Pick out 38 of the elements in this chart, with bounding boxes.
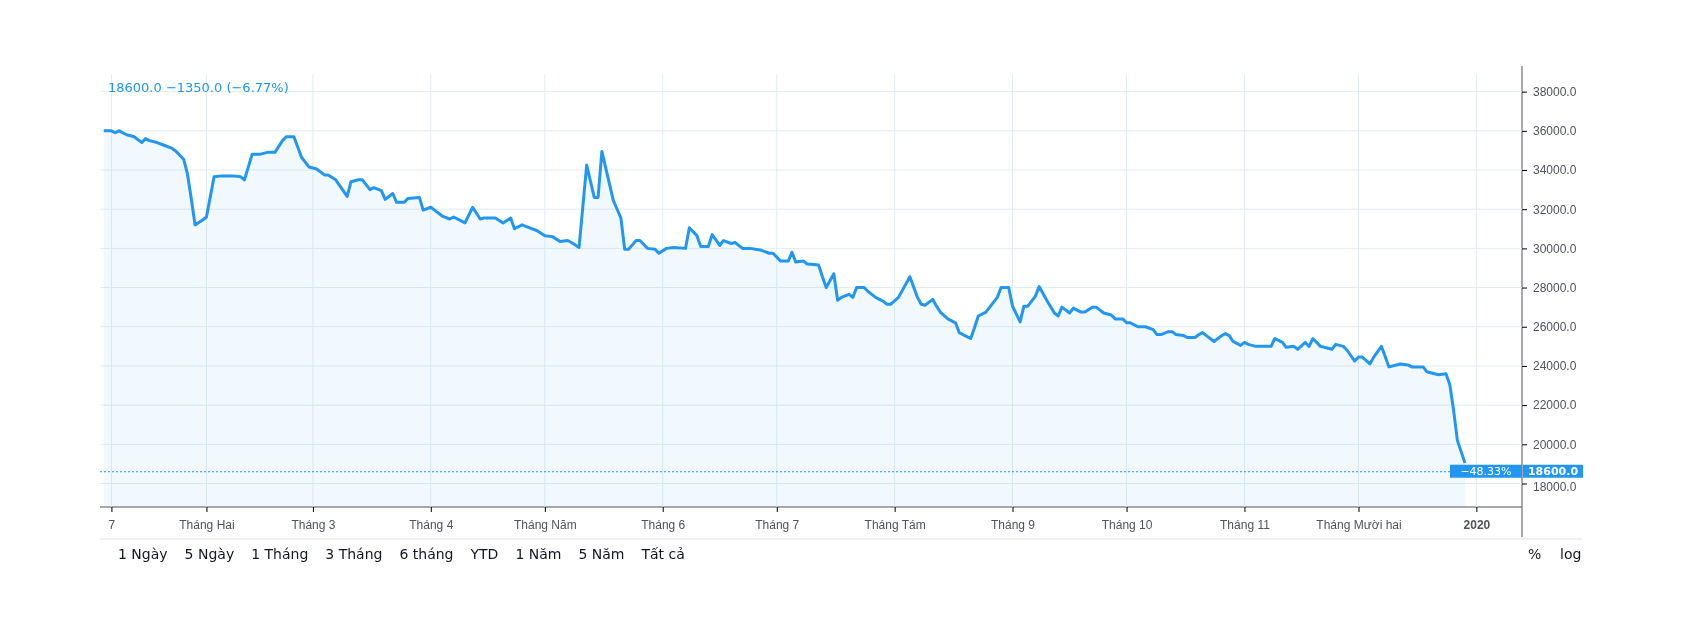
y-tick-label: 30000.0 bbox=[1533, 241, 1577, 256]
x-tick-label: Tháng 4 bbox=[409, 517, 454, 532]
text: YTD bbox=[469, 546, 499, 562]
y-tick-label: 26000.0 bbox=[1533, 320, 1577, 335]
x-tick-label: Tháng 11 bbox=[1220, 517, 1271, 532]
x-tick-label: 7 bbox=[108, 517, 116, 532]
x-tick-label: Tháng Hai bbox=[179, 517, 235, 532]
annotation: 18600.0 −1350.0 (−6.77%) bbox=[108, 80, 289, 95]
x-tick-label: Tháng Mười hai bbox=[1316, 517, 1402, 532]
y-tick-label: 24000.0 bbox=[1533, 359, 1577, 374]
y-tick-label: 32000.0 bbox=[1533, 202, 1577, 217]
y-tick-label: 18000.0 bbox=[1533, 479, 1577, 494]
y-tick-label: 20000.0 bbox=[1533, 437, 1577, 452]
text: % bbox=[1528, 546, 1542, 562]
x-tick-label: 2020 bbox=[1463, 517, 1491, 532]
text: 5 Năm bbox=[578, 546, 625, 562]
text: 1 Năm bbox=[515, 546, 562, 562]
y-tick-label: 22000.0 bbox=[1533, 398, 1577, 413]
text: log bbox=[1560, 546, 1582, 562]
y-tick-label: 34000.0 bbox=[1533, 163, 1577, 178]
y-tick-label: 38000.0 bbox=[1533, 84, 1577, 99]
text: 5 Ngày bbox=[184, 546, 235, 562]
x-tick-label: Tháng 7 bbox=[755, 517, 800, 532]
x-tick-label: Tháng 10 bbox=[1101, 517, 1153, 532]
text: 1 Tháng bbox=[251, 546, 309, 562]
text: 3 Tháng bbox=[325, 546, 383, 562]
x-tick-label: Tháng Tám bbox=[864, 517, 926, 532]
text: Tất cả bbox=[640, 546, 685, 562]
text: 1 Ngày bbox=[118, 546, 168, 562]
annotation: −48.33% bbox=[1460, 464, 1512, 478]
x-tick-label: Tháng 3 bbox=[291, 517, 336, 532]
x-tick-label: Tháng 6 bbox=[641, 517, 686, 532]
x-tick-label: Tháng 9 bbox=[990, 517, 1036, 532]
y-tick-label: 28000.0 bbox=[1533, 280, 1577, 295]
y-tick-label: 36000.0 bbox=[1533, 124, 1577, 139]
text: 6 tháng bbox=[399, 546, 454, 562]
x-tick-label: Tháng Năm bbox=[514, 517, 577, 532]
ref-line-label: 18600.0 bbox=[1527, 464, 1579, 478]
